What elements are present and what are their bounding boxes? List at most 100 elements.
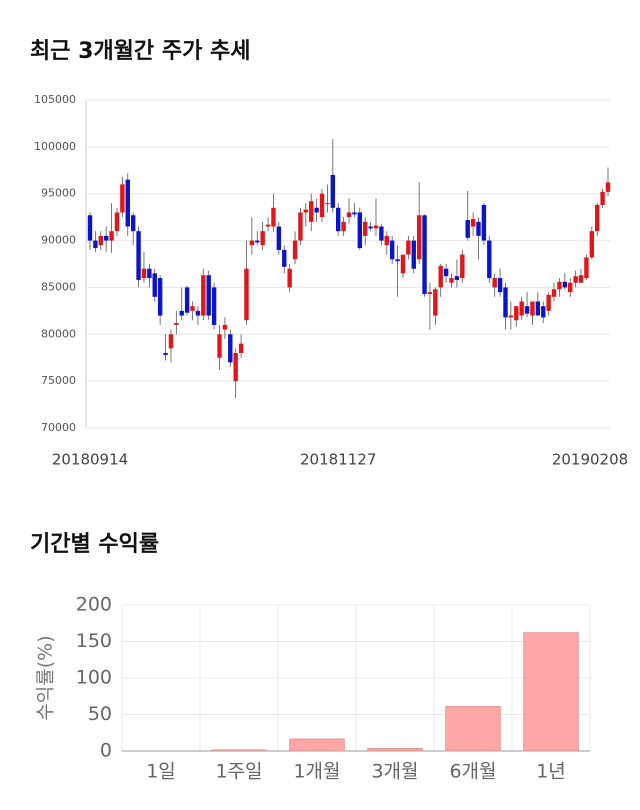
- candle-body: [346, 212, 352, 218]
- candle-body: [568, 282, 573, 293]
- candle-body: [238, 343, 244, 354]
- y-tick-label: 80000: [41, 327, 76, 340]
- candle-body: [503, 287, 508, 318]
- candle-body: [330, 174, 336, 208]
- candle-body: [179, 310, 184, 316]
- candle-body: [141, 268, 147, 279]
- candle-body: [379, 226, 384, 241]
- y-tick-label: 100000: [34, 140, 76, 153]
- candle-body: [573, 276, 578, 283]
- candle-body: [222, 324, 228, 330]
- candle-body: [265, 224, 271, 227]
- candle-body: [589, 231, 595, 258]
- candle-body: [497, 278, 503, 293]
- candle-body: [578, 275, 584, 283]
- y-tick-label: 90000: [41, 234, 76, 247]
- candle-body: [271, 207, 276, 227]
- x-tick-label: 1년: [536, 761, 566, 783]
- candle-body: [557, 281, 562, 290]
- candle-body: [341, 221, 346, 232]
- candle-body: [152, 273, 157, 297]
- candle-body: [454, 276, 460, 280]
- y-tick-label: 150: [76, 630, 112, 652]
- candle-body: [373, 225, 379, 229]
- candle-body: [584, 257, 589, 279]
- candle-body: [195, 310, 201, 316]
- candle-body: [406, 240, 411, 255]
- candle-body: [530, 301, 535, 316]
- candle-body: [368, 226, 373, 229]
- x-tick-label: 20181127: [300, 451, 376, 469]
- candle-body: [174, 323, 179, 325]
- x-tick-label: 20180914: [52, 451, 128, 469]
- candle-body: [514, 306, 519, 321]
- chart-title: 최근 3개월간 주가 추세: [30, 39, 250, 64]
- candle-body: [120, 184, 125, 213]
- candle-body: [309, 201, 314, 222]
- candle-body: [217, 334, 222, 358]
- candle-body: [357, 212, 362, 249]
- candle-body: [600, 191, 605, 205]
- candle-body: [443, 268, 449, 277]
- candle-body: [190, 306, 195, 311]
- candle-body: [551, 289, 557, 297]
- candle-body: [303, 209, 309, 213]
- y-tick-label: 95000: [41, 187, 76, 200]
- candle-body: [395, 259, 400, 262]
- candle-body: [249, 240, 255, 246]
- candle-body: [255, 240, 260, 243]
- candle-body: [433, 289, 438, 316]
- candle-body: [114, 212, 120, 232]
- candle-body: [98, 235, 103, 246]
- candle-body: [481, 204, 487, 241]
- y-tick-label: 100: [76, 667, 112, 689]
- candle-body: [298, 212, 303, 241]
- bar: [289, 738, 345, 752]
- candle-body: [411, 240, 416, 269]
- candle-body: [147, 268, 152, 279]
- candle-body: [422, 215, 427, 294]
- candle-body: [492, 278, 497, 288]
- y-tick-label: 85000: [41, 280, 76, 293]
- candle-body: [287, 268, 292, 288]
- candle-body: [362, 221, 368, 236]
- candle-body: [524, 306, 530, 314]
- candle-body: [130, 215, 136, 232]
- candle-body: [487, 240, 492, 279]
- candle-body: [93, 240, 98, 249]
- bar: [367, 748, 423, 752]
- candle-body: [260, 231, 265, 246]
- y-tick-label: 0: [100, 740, 112, 762]
- candle-body: [384, 235, 389, 246]
- candle-body: [508, 315, 514, 318]
- candle-body: [292, 240, 298, 260]
- x-tick-label: 1개월: [293, 761, 340, 783]
- candle-body: [449, 278, 454, 283]
- candle-body: [595, 204, 600, 232]
- y-tick-label: 50: [88, 703, 112, 725]
- candle-body: [519, 301, 524, 316]
- candle-body: [168, 334, 174, 349]
- x-tick-label: 1일: [146, 761, 176, 783]
- candle-body: [465, 219, 470, 238]
- candle-body: [319, 193, 325, 218]
- y-tick-label: 70000: [41, 421, 76, 434]
- candle-body: [163, 353, 168, 355]
- chart-title: 기간별 수익률: [30, 532, 159, 557]
- candle-body: [87, 215, 93, 241]
- candle-body: [233, 353, 238, 382]
- candle-body: [605, 182, 611, 192]
- candle-body: [541, 306, 546, 318]
- candle-body: [336, 207, 341, 232]
- candle-body: [352, 212, 357, 215]
- y-tick-label: 75000: [41, 374, 76, 387]
- candle-body: [389, 240, 395, 260]
- candle-body: [314, 207, 319, 213]
- x-tick-label: 3개월: [371, 761, 418, 783]
- candle-body: [562, 281, 568, 288]
- candle-body: [325, 203, 330, 205]
- candle-body: [228, 334, 233, 363]
- candle-body: [206, 275, 211, 316]
- candle-body: [282, 249, 287, 267]
